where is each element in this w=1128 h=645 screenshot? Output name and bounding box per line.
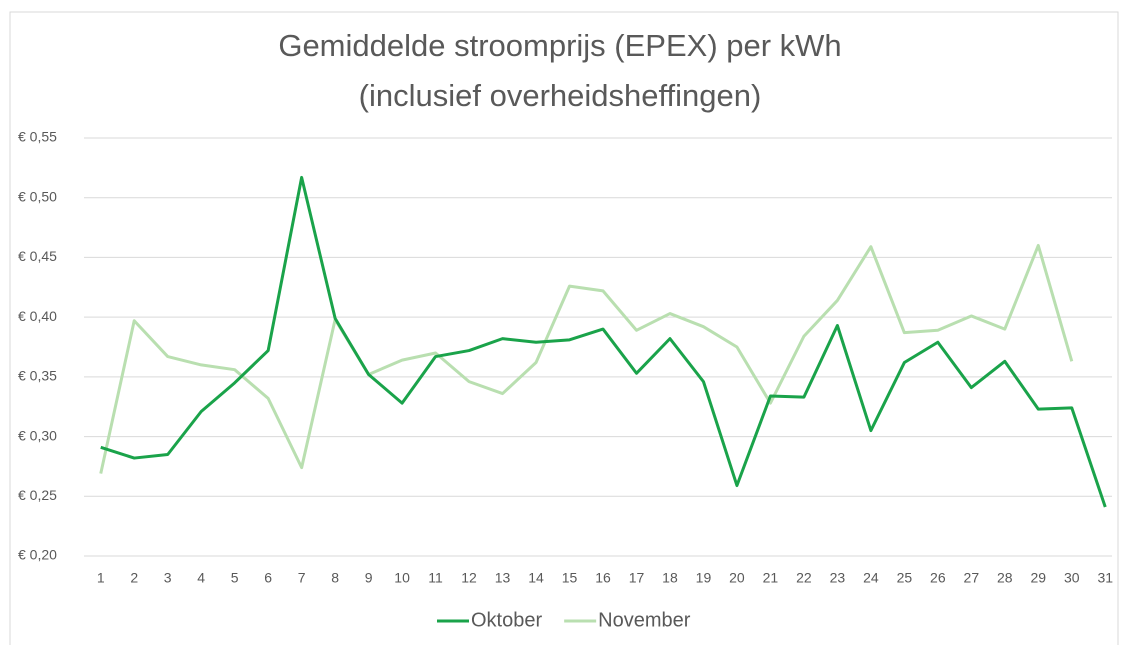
x-tick-label: 16 <box>595 570 611 586</box>
x-tick-label: 13 <box>495 570 511 586</box>
x-tick-label: 2 <box>130 570 138 586</box>
x-tick-label: 22 <box>796 570 812 586</box>
x-tick-label: 5 <box>231 570 239 586</box>
chart-title: (inclusief overheidsheffingen) <box>359 78 762 113</box>
x-tick-label: 14 <box>528 570 544 586</box>
y-tick-label: € 0,50 <box>18 188 57 204</box>
x-tick-label: 3 <box>164 570 172 586</box>
x-tick-label: 26 <box>930 570 946 586</box>
y-tick-label: € 0,40 <box>18 308 57 324</box>
x-tick-label: 21 <box>763 570 779 586</box>
x-tick-label: 19 <box>696 570 712 586</box>
x-tick-label: 20 <box>729 570 745 586</box>
legend-label: November <box>598 609 691 631</box>
x-tick-label: 18 <box>662 570 678 586</box>
x-tick-label: 8 <box>331 570 339 586</box>
x-tick-label: 28 <box>997 570 1013 586</box>
y-tick-label: € 0,20 <box>18 547 57 563</box>
x-tick-label: 30 <box>1064 570 1080 586</box>
x-tick-label: 12 <box>461 570 477 586</box>
y-tick-label: € 0,45 <box>18 248 57 264</box>
x-tick-label: 9 <box>365 570 373 586</box>
chart-border <box>9 11 1119 645</box>
x-tick-label: 1 <box>97 570 105 586</box>
x-tick-label: 6 <box>264 570 272 586</box>
x-tick-label: 31 <box>1097 570 1113 586</box>
y-tick-label: € 0,55 <box>18 129 57 145</box>
x-tick-label: 25 <box>897 570 913 586</box>
x-tick-label: 29 <box>1031 570 1047 586</box>
x-tick-label: 11 <box>428 570 443 586</box>
x-tick-label: 27 <box>964 570 980 586</box>
x-tick-label: 10 <box>394 570 410 586</box>
chart-title: Gemiddelde stroomprijs (EPEX) per kWh <box>278 28 841 63</box>
y-tick-label: € 0,30 <box>18 427 57 443</box>
x-tick-label: 23 <box>830 570 846 586</box>
x-tick-label: 15 <box>562 570 578 586</box>
y-tick-label: € 0,35 <box>18 368 57 384</box>
legend-label: Oktober <box>471 609 542 631</box>
x-tick-label: 7 <box>298 570 306 586</box>
series-line <box>99 243 1074 474</box>
y-tick-label: € 0,25 <box>18 487 57 503</box>
x-tick-label: 4 <box>197 570 205 586</box>
series-line <box>100 175 1107 508</box>
x-tick-label: 17 <box>629 570 645 586</box>
x-tick-label: 24 <box>863 570 879 586</box>
